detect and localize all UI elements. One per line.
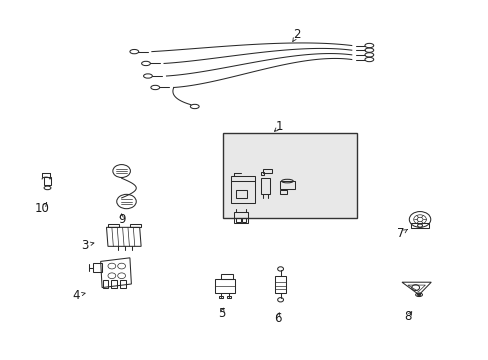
Text: 2: 2 bbox=[293, 28, 300, 41]
Bar bbox=[236, 190, 246, 198]
Bar bbox=[221, 274, 233, 279]
Bar bbox=[280, 190, 286, 194]
Bar bbox=[130, 224, 141, 227]
Bar bbox=[235, 218, 240, 222]
Bar bbox=[93, 263, 102, 272]
Bar bbox=[260, 172, 264, 175]
Bar bbox=[231, 176, 254, 203]
Text: 7: 7 bbox=[396, 227, 404, 240]
Bar bbox=[215, 279, 234, 293]
Text: 10: 10 bbox=[35, 202, 49, 215]
Bar bbox=[102, 280, 108, 288]
Bar bbox=[280, 181, 294, 189]
Text: 1: 1 bbox=[275, 121, 283, 134]
Bar bbox=[120, 280, 125, 288]
Bar bbox=[274, 276, 286, 293]
Bar bbox=[108, 224, 119, 227]
Text: 4: 4 bbox=[72, 289, 80, 302]
Circle shape bbox=[417, 294, 420, 296]
Bar bbox=[111, 280, 117, 288]
Text: 8: 8 bbox=[404, 310, 411, 324]
Bar bbox=[222, 134, 356, 218]
Text: 9: 9 bbox=[118, 213, 125, 226]
Bar bbox=[241, 218, 246, 222]
Bar bbox=[43, 177, 51, 185]
Bar bbox=[410, 223, 428, 228]
Text: 5: 5 bbox=[218, 307, 225, 320]
Bar bbox=[263, 168, 271, 173]
Text: 3: 3 bbox=[81, 239, 88, 252]
Bar bbox=[219, 296, 223, 298]
Text: 6: 6 bbox=[273, 311, 281, 325]
Bar bbox=[226, 296, 230, 298]
Bar bbox=[260, 178, 270, 194]
Bar bbox=[233, 212, 248, 223]
